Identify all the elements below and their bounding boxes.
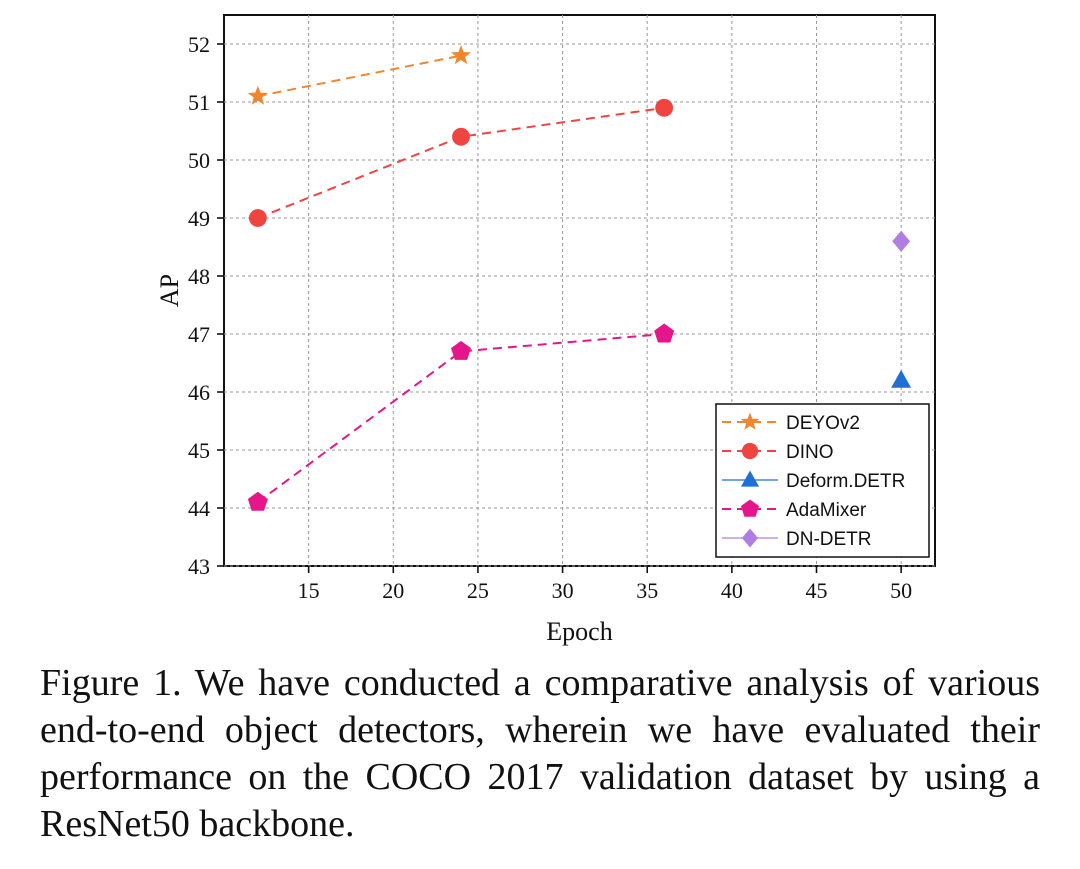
data-point-deyov2 xyxy=(451,45,471,65)
axes: 15 20 25 30 35 40 45 50 43 44 45 46 47 48 49 50 51 52 xyxy=(188,32,912,603)
data-point-deyov2 xyxy=(247,85,268,105)
legend-marker-dino xyxy=(741,442,759,460)
series-dn-detr xyxy=(892,230,911,252)
y-tick-label: 47 xyxy=(188,322,210,347)
data-point-dn-detr xyxy=(892,230,911,252)
series-adamixer xyxy=(247,323,675,511)
grid xyxy=(224,15,935,567)
series-deform-detr xyxy=(891,369,912,388)
y-tick-label: 48 xyxy=(188,264,210,289)
figure-caption: Figure 1. We have conducted a comparativ… xyxy=(40,662,1040,845)
x-axis-title: Epoch xyxy=(546,617,612,646)
legend: DEYOv2 DINO Deform.DETR AdaMixer DN-DETR xyxy=(715,403,930,558)
data-point-adamixer xyxy=(654,323,675,343)
y-tick-label: 43 xyxy=(188,554,210,579)
x-tick-label: 20 xyxy=(382,578,404,603)
series-line-deyov2 xyxy=(257,54,462,98)
data-point-dino xyxy=(452,127,470,146)
legend-label-adamixer: AdaMixer xyxy=(786,500,867,521)
series-deyov2 xyxy=(247,45,471,105)
data-point-adamixer xyxy=(247,491,268,511)
y-tick-label: 45 xyxy=(188,438,210,463)
data-point-deform-detr xyxy=(891,369,912,388)
x-tick-label: 30 xyxy=(552,578,574,603)
y-axis-title: AP xyxy=(155,274,184,307)
y-tick-label: 51 xyxy=(188,90,210,115)
series-line-dino xyxy=(257,106,665,219)
series-layer xyxy=(247,45,912,511)
legend-marker-dn-detr xyxy=(741,528,759,548)
x-tick-label: 45 xyxy=(806,578,828,603)
x-tick-label: 15 xyxy=(298,578,320,603)
legend-label-deform-detr: Deform.DETR xyxy=(786,471,905,492)
y-tick-label: 46 xyxy=(188,380,210,405)
series-dino xyxy=(248,98,674,227)
legend-label-deyov2: DEYOv2 xyxy=(786,413,860,434)
legend-label-dino: DINO xyxy=(786,442,834,463)
line-chart: 15 20 25 30 35 40 45 50 43 44 45 46 47 48 49 50 51 52 Epo… xyxy=(155,14,936,646)
x-tick-label: 35 xyxy=(636,578,658,603)
x-tick-label: 40 xyxy=(721,578,743,603)
data-point-adamixer xyxy=(451,340,471,360)
y-tick-label: 44 xyxy=(188,496,210,521)
legend-label-dn-detr: DN-DETR xyxy=(786,529,872,550)
legend-marker-deyov2 xyxy=(740,412,760,430)
legend-marker-adamixer xyxy=(740,499,760,517)
y-tick-label: 50 xyxy=(188,148,210,173)
y-tick-label: 52 xyxy=(188,32,210,57)
data-point-dino xyxy=(248,209,267,227)
x-tick-label: 25 xyxy=(467,578,489,603)
data-point-dino xyxy=(655,98,674,117)
x-tick-label: 50 xyxy=(890,578,912,603)
legend-marker-deform-detr xyxy=(740,470,760,487)
y-tick-label: 49 xyxy=(188,206,210,231)
